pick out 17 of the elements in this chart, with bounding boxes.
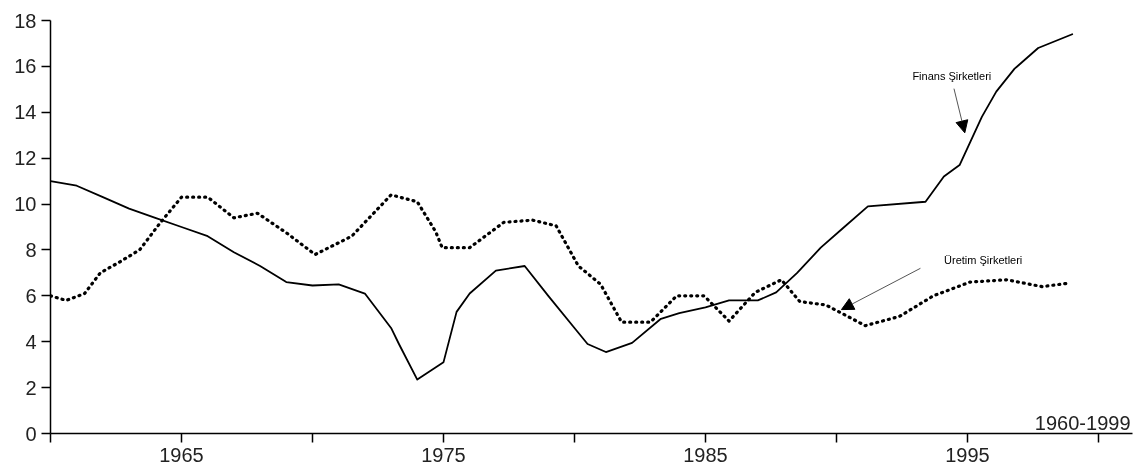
y-tick-label: 14 (14, 101, 37, 124)
y-tick-label: 10 (14, 193, 37, 216)
series-label: Finans Şirketleri (912, 70, 992, 83)
x-tick-label: 1965 (159, 443, 204, 466)
y-tick-label: 16 (14, 55, 37, 78)
y-tick-label: 6 (25, 284, 37, 307)
y-tick-label: 8 (25, 238, 37, 261)
y-tick-label: 18 (14, 9, 37, 32)
x-tick-label: 1985 (683, 443, 728, 466)
y-tick-label: 0 (25, 422, 37, 445)
x-tick-label: 1995 (945, 443, 990, 466)
y-tick-label: 2 (25, 376, 37, 399)
annotation: 1960-1999 (1034, 411, 1131, 434)
x-tick-label: 1975 (421, 443, 466, 466)
y-tick-label: 12 (14, 147, 37, 170)
y-tick-label: 4 (25, 330, 37, 353)
series-label: Üretim Şirketleri (944, 253, 1023, 266)
